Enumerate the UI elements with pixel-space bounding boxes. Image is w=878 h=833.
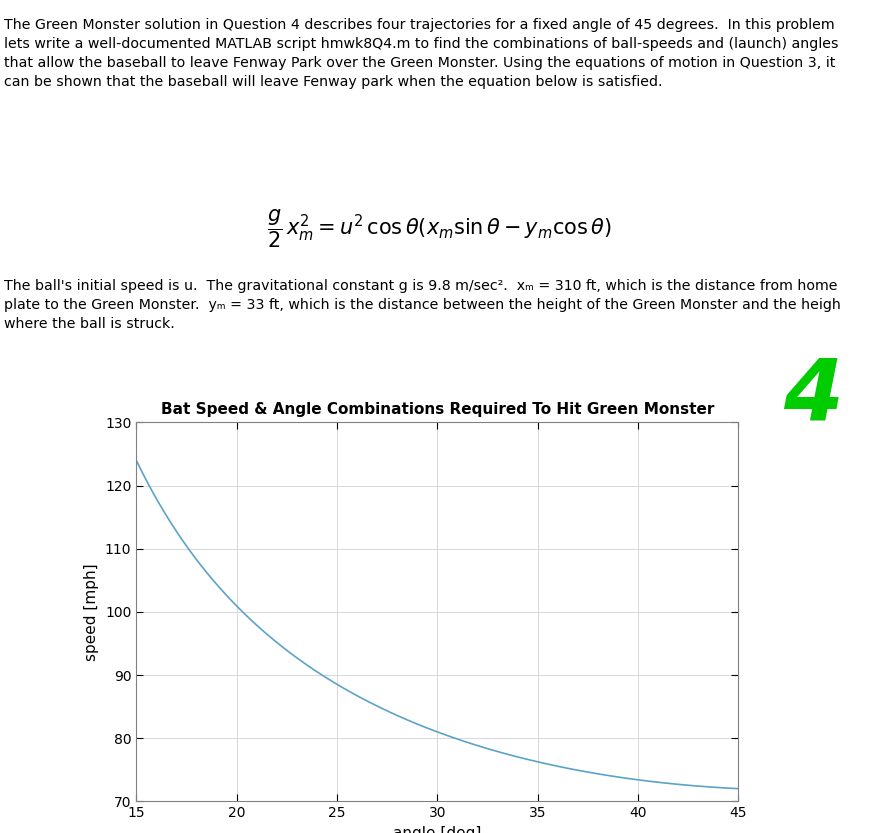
Text: $\dfrac{g}{2}\,x_m^2 = u^2\,\cos\theta\left(x_m\sin\theta - y_m\cos\theta\right): $\dfrac{g}{2}\,x_m^2 = u^2\,\cos\theta\l… <box>267 207 611 251</box>
Text: The Green Monster solution in Question 4 describes four trajectories for a fixed: The Green Monster solution in Question 4… <box>4 18 838 89</box>
Y-axis label: speed [mph]: speed [mph] <box>84 563 99 661</box>
X-axis label: angle [deg]: angle [deg] <box>392 826 481 833</box>
Title: Bat Speed & Angle Combinations Required To Hit Green Monster: Bat Speed & Angle Combinations Required … <box>161 402 713 417</box>
Text: 4: 4 <box>782 354 842 437</box>
Text: The ball's initial speed is u.  The gravitational constant g is 9.8 m/sec².  xₘ : The ball's initial speed is u. The gravi… <box>4 279 840 331</box>
